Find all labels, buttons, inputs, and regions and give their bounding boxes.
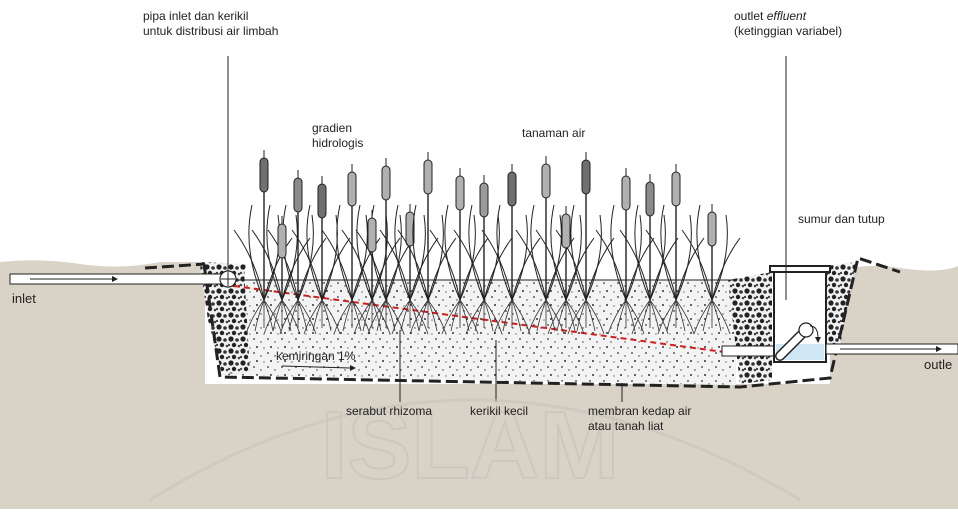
cattail-plant	[595, 168, 655, 335]
label-membrane: membran kedap air atau tanah liat	[588, 404, 692, 433]
cattail-plant	[453, 175, 513, 335]
cattail-plant	[535, 204, 595, 335]
outlet-pipe-in	[721, 345, 775, 357]
cattail-plant	[291, 176, 351, 335]
hydraulic-gradient-line	[233, 285, 725, 353]
slope-arrow	[281, 365, 351, 369]
riser-elbow	[798, 322, 814, 338]
gravel-top-left	[200, 262, 246, 276]
membrane-liner-left-top	[144, 262, 206, 270]
cattail-plant	[251, 204, 311, 335]
cattail-plant	[321, 164, 381, 335]
inlet-arrowhead	[112, 276, 118, 282]
well-lid	[769, 265, 831, 273]
cattail-plant	[619, 174, 679, 335]
soil-bottom	[0, 384, 958, 509]
cattail-plant	[555, 152, 615, 335]
overflow-arrow	[809, 325, 819, 339]
basin-dots	[205, 280, 736, 385]
label-outlet-effluent: outlet effluent (ketinggian variabel)	[734, 9, 843, 38]
cattail-plant	[379, 204, 439, 335]
overflow-arrowhead	[815, 337, 821, 343]
label-rhizome: serabut rhizoma	[346, 404, 433, 418]
cattail-plant	[341, 204, 401, 335]
cattail-plant	[515, 156, 575, 335]
cattail-plant	[233, 150, 293, 335]
aquatic-plants	[233, 150, 741, 335]
cattail-plant	[645, 164, 705, 335]
cattail-plant	[481, 164, 541, 335]
label-gravel: kerikil kecil	[470, 404, 529, 418]
outlet-arrowhead	[936, 346, 942, 352]
cattail-plant	[397, 152, 457, 335]
cattail-plant	[681, 204, 741, 335]
label-inlet-pipe: pipa inlet dan kerikil untuk distribusi …	[143, 9, 279, 38]
label-gradient: gradien hidrologis	[312, 121, 364, 150]
label-well: sumur dan tutup	[798, 212, 885, 226]
watermark-arc	[149, 398, 801, 502]
label-inlet: inlet	[12, 291, 36, 306]
gravel-inlet	[200, 266, 250, 374]
gravel-well-right	[826, 262, 856, 350]
label-outlet: outle	[924, 357, 953, 372]
slope-arrowhead	[350, 365, 356, 371]
membrane-liner	[202, 256, 901, 389]
cattail-plant	[355, 158, 415, 335]
label-slope: kemiringan 1%	[276, 349, 356, 363]
label-plants: tanaman air	[522, 126, 586, 140]
